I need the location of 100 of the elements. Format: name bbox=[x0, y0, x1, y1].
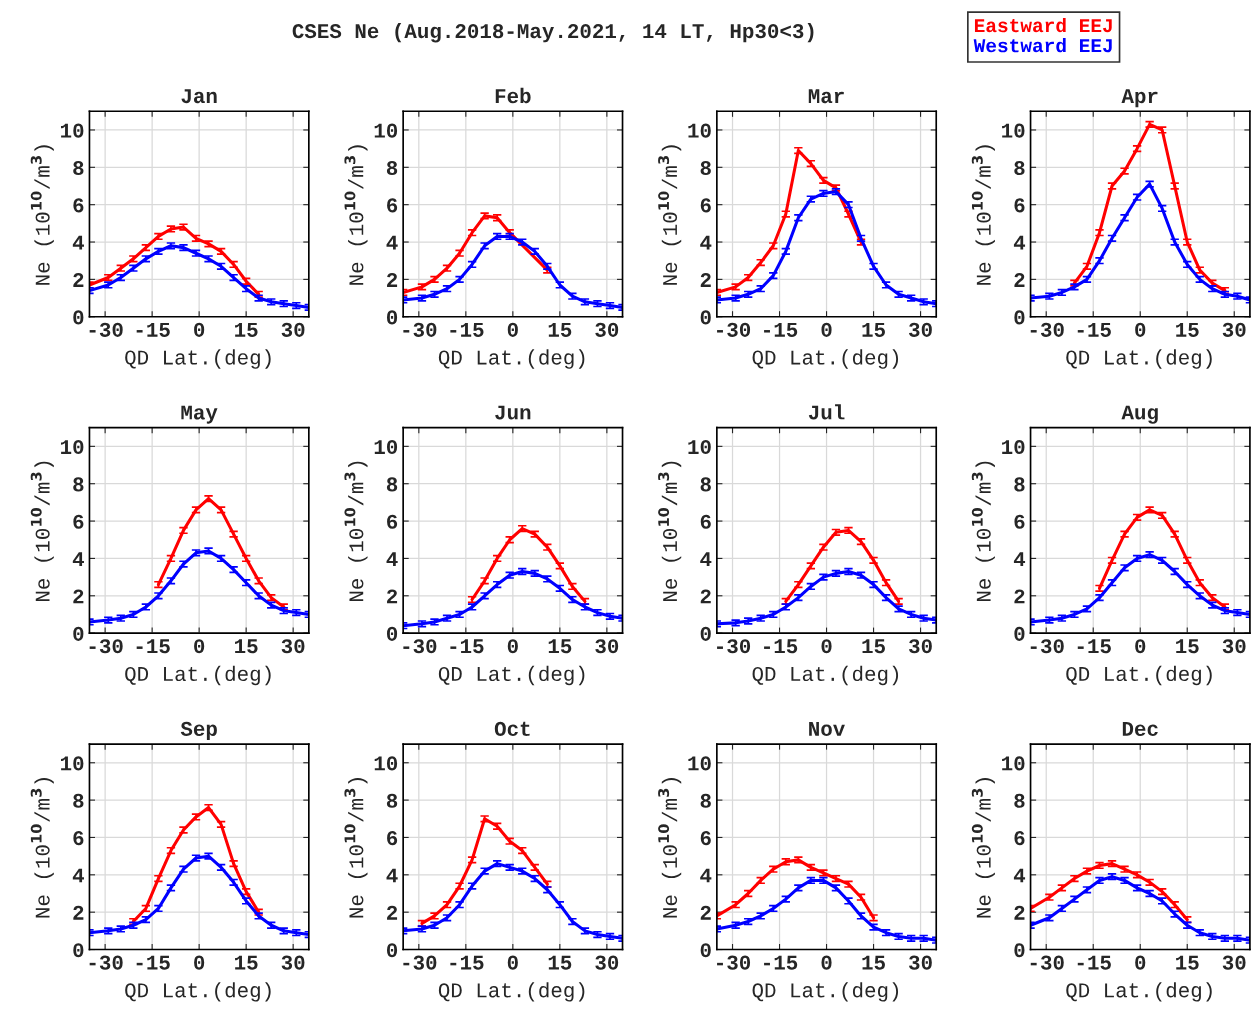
x-tick-label: -15 bbox=[450, 322, 484, 337]
y-tick-label: 8 bbox=[1014, 793, 1025, 808]
x-tick-label: -15 bbox=[764, 322, 798, 337]
x-tick-label: -30 bbox=[403, 955, 437, 970]
x-tick-label: -30 bbox=[717, 955, 751, 970]
x-tick-label: 30 bbox=[595, 639, 619, 654]
y-tick-label: 0 bbox=[386, 310, 398, 325]
x-tick-label: -15 bbox=[764, 955, 798, 970]
y-tick-label: 8 bbox=[73, 160, 84, 176]
x-tick-label: -30 bbox=[717, 322, 751, 337]
x-tick-label: 0 bbox=[194, 322, 205, 337]
y-tick-label: 2 bbox=[387, 905, 398, 920]
x-axis-title: QD Lat.(deg) bbox=[125, 349, 271, 369]
x-tick-label: 30 bbox=[595, 322, 619, 337]
y-tick-label: 2 bbox=[1014, 905, 1025, 920]
y-axis-title: Ne (10$^{10}$/m$^{3}$) bbox=[344, 461, 368, 602]
x-tick-label: 30 bbox=[281, 322, 305, 337]
x-tick-label: -30 bbox=[89, 639, 123, 654]
y-tick-label: 8 bbox=[1014, 477, 1025, 492]
y-tick-label: 10 bbox=[61, 756, 84, 771]
x-tick-label: 15 bbox=[1176, 322, 1199, 337]
chart-title: Nov bbox=[809, 722, 845, 736]
x-tick-label: -15 bbox=[450, 639, 484, 654]
y-tick-label: 4 bbox=[72, 552, 84, 566]
x-tick-label: 0 bbox=[821, 639, 832, 654]
x-axis-title: QD Lat.(deg) bbox=[125, 665, 271, 686]
y-tick-label: 6 bbox=[700, 831, 711, 846]
x-tick-label: -30 bbox=[1030, 955, 1064, 970]
y-tick-label: 10 bbox=[61, 123, 84, 138]
chart-title: Sep bbox=[180, 721, 217, 741]
chart-title: Jan bbox=[181, 89, 217, 104]
y-axis-title: Ne (10$^{10}$/m$^{3}$) bbox=[658, 145, 682, 285]
x-tick-label: 0 bbox=[194, 639, 205, 654]
chart-title: Dec bbox=[1122, 722, 1158, 736]
x-tick-label: 30 bbox=[1222, 322, 1246, 337]
y-tick-label: 0 bbox=[700, 310, 711, 325]
chart-title: Oct bbox=[494, 721, 530, 736]
y-tick-label: 6 bbox=[1014, 831, 1025, 846]
y-axis-title: Ne (10$^{10}$/m$^{3}$) bbox=[658, 461, 682, 602]
y-tick-label: 8 bbox=[1014, 160, 1025, 176]
x-tick-label: 15 bbox=[548, 322, 572, 337]
x-axis-title: QD Lat.(deg) bbox=[1066, 982, 1212, 1002]
y-tick-label: 4 bbox=[1013, 868, 1026, 883]
y-tick-label: 10 bbox=[688, 123, 711, 138]
y-tick-label: 2 bbox=[387, 273, 398, 287]
y-axis-title: Ne (10$^{10}$/m$^{3}$) bbox=[971, 461, 995, 602]
x-tick-label: 15 bbox=[862, 955, 885, 970]
y-tick-label: 10 bbox=[688, 756, 711, 771]
chart-title: Aug bbox=[1121, 405, 1158, 424]
y-tick-label: 8 bbox=[73, 477, 84, 492]
y-axis-title: Ne (10$^{10}$/m$^{3}$) bbox=[344, 778, 368, 918]
x-tick-label: 0 bbox=[1135, 322, 1146, 337]
x-tick-label: -30 bbox=[717, 639, 751, 654]
chart-title: Mar bbox=[808, 89, 844, 104]
y-tick-label: 8 bbox=[386, 160, 398, 176]
y-axis-title: Ne (10$^{10}$/m$^{3}$) bbox=[30, 461, 54, 602]
y-tick-label: 0 bbox=[73, 626, 84, 641]
x-axis-title: QD Lat.(deg) bbox=[752, 665, 899, 686]
y-tick-label: 6 bbox=[700, 198, 711, 213]
x-tick-label: 30 bbox=[909, 955, 932, 970]
y-tick-label: 2 bbox=[73, 589, 84, 604]
x-tick-label: -30 bbox=[403, 639, 437, 654]
x-axis-title: QD Lat.(deg) bbox=[438, 665, 585, 686]
x-tick-label: -30 bbox=[403, 322, 437, 337]
y-tick-label: 4 bbox=[700, 552, 712, 566]
x-tick-label: -30 bbox=[89, 322, 123, 337]
y-tick-label: 4 bbox=[1013, 552, 1026, 566]
x-axis-title: QD Lat.(deg) bbox=[1066, 349, 1212, 369]
y-tick-label: 2 bbox=[700, 273, 711, 287]
y-tick-label: 6 bbox=[1014, 514, 1025, 529]
x-tick-label: 0 bbox=[1135, 955, 1146, 970]
chart-title: Jun bbox=[495, 405, 531, 420]
chart-title: Apr bbox=[1121, 89, 1158, 108]
y-tick-label: 0 bbox=[386, 943, 398, 958]
x-tick-label: -15 bbox=[1077, 322, 1111, 337]
y-tick-label: 0 bbox=[700, 626, 711, 641]
y-axis-title: Ne (10$^{10}$/m$^{3}$) bbox=[30, 145, 54, 285]
y-tick-label: 6 bbox=[387, 514, 398, 529]
x-axis-title: QD Lat.(deg) bbox=[1066, 665, 1212, 686]
y-tick-label: 10 bbox=[61, 439, 84, 455]
x-tick-label: -15 bbox=[1077, 955, 1111, 970]
x-tick-label: 15 bbox=[235, 955, 258, 970]
y-tick-label: 0 bbox=[73, 943, 84, 958]
text: CSES Ne (Aug.2018-May.2021, 14 LT, Hp30<3) bbox=[292, 22, 814, 43]
y-tick-label: 6 bbox=[1014, 198, 1025, 213]
x-tick-label: -30 bbox=[89, 955, 123, 970]
y-tick-label: 10 bbox=[1002, 123, 1025, 138]
y-tick-label: 0 bbox=[73, 310, 84, 325]
y-tick-label: 4 bbox=[386, 868, 398, 883]
y-axis-title: Ne (10$^{10}$/m$^{3}$) bbox=[30, 778, 54, 918]
y-tick-label: 10 bbox=[374, 123, 398, 138]
x-tick-label: 0 bbox=[507, 639, 518, 654]
y-axis-title: Ne (10$^{10}$/m$^{3}$) bbox=[344, 145, 368, 285]
y-tick-label: 0 bbox=[386, 626, 398, 641]
x-tick-label: -15 bbox=[1077, 639, 1111, 654]
chart-title: May bbox=[181, 405, 218, 424]
y-tick-label: 4 bbox=[386, 235, 398, 250]
x-tick-label: -30 bbox=[1030, 639, 1064, 654]
x-tick-label: -15 bbox=[136, 955, 170, 970]
y-tick-label: 10 bbox=[688, 439, 711, 455]
